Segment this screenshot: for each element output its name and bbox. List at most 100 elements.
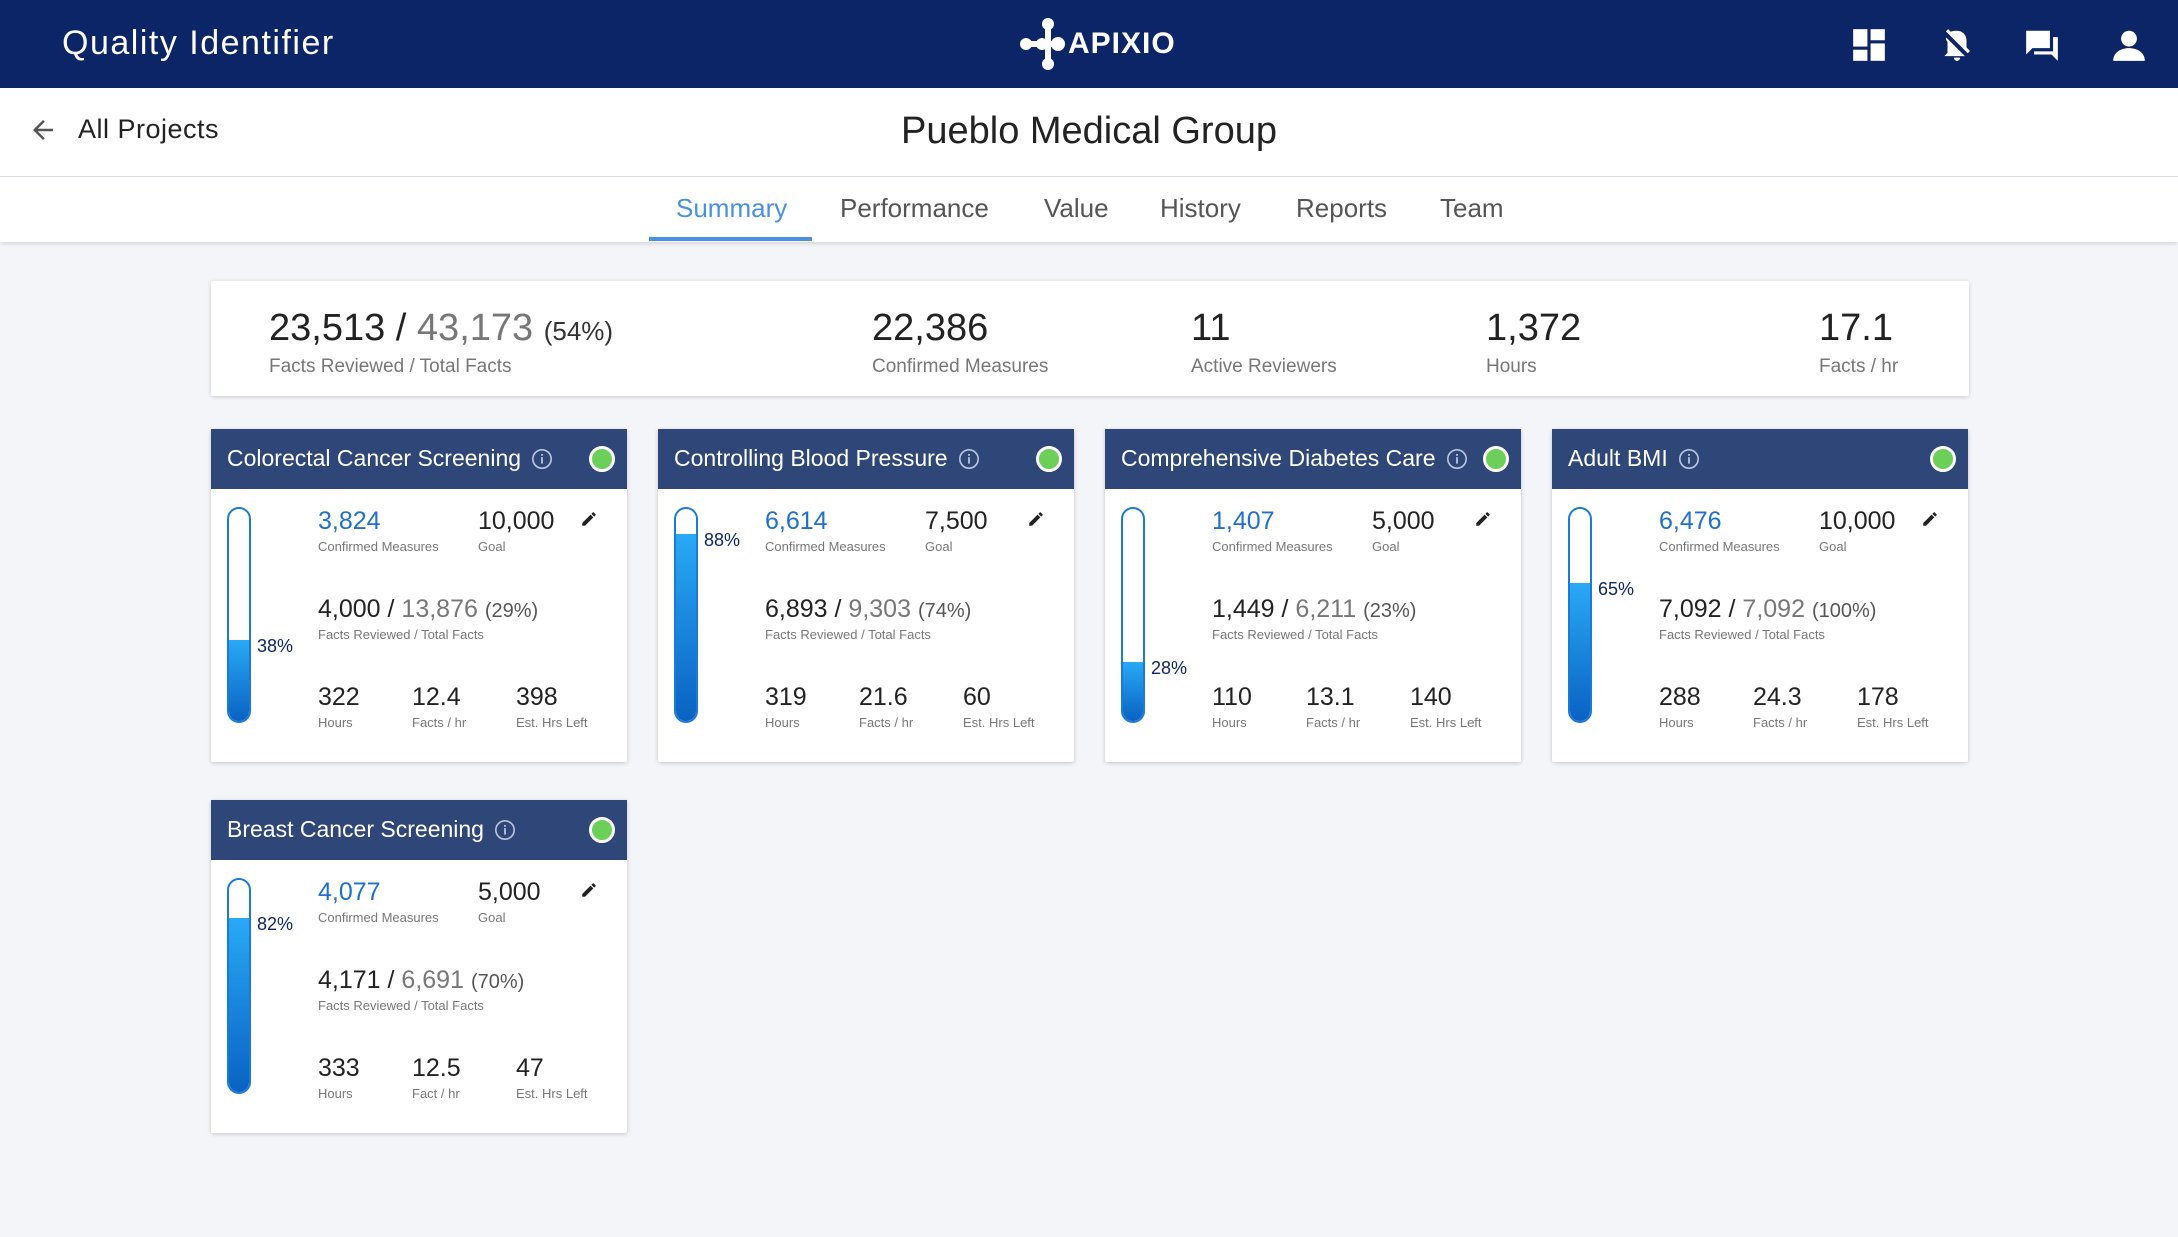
measure-card[interactable]: Colorectal Cancer Screening 38% 3,824 Co…: [211, 429, 627, 762]
summary-card: 23,513 / 43,173 (54%) Facts Reviewed / T…: [211, 281, 1969, 396]
goal-label: Goal: [925, 539, 953, 554]
confirmed-measures-value: 4,077: [318, 878, 381, 906]
est-hrs-left-value: 178: [1857, 683, 1899, 711]
card-header: Adult BMI: [1552, 429, 1968, 489]
tab-reports[interactable]: Reports: [1296, 193, 1388, 223]
facts-per-hr-value: 13.1: [1306, 683, 1355, 711]
tab-value[interactable]: Value: [1044, 193, 1109, 223]
arrow-left-icon: [33, 119, 53, 140]
progress-fill: [1123, 662, 1143, 721]
card-title-row: Colorectal Cancer Screening: [227, 445, 553, 472]
card-total-facts: 7,092: [1742, 595, 1805, 623]
info-icon[interactable]: [1678, 448, 1700, 470]
goal-label: Goal: [1372, 539, 1400, 554]
progress-percent: 28%: [1151, 658, 1188, 678]
info-icon[interactable]: [1446, 448, 1468, 470]
status-dot: [589, 817, 615, 843]
pencil-icon[interactable]: [1027, 510, 1045, 528]
reviewers-stat: 11 Active Reviewers: [1191, 307, 1337, 378]
tab-history[interactable]: History: [1160, 193, 1241, 223]
progress-fill: [1570, 583, 1590, 721]
facts-reviewed-label: Facts Reviewed / Total Facts: [765, 627, 931, 642]
hours-value: 322: [318, 683, 360, 711]
logo-mark-icon: [1020, 18, 1065, 70]
card-title: Adult BMI: [1568, 445, 1668, 471]
hours-stat: 1,372 Hours: [1486, 307, 1581, 378]
card-facts-percent: (74%): [917, 600, 972, 622]
info-icon[interactable]: [531, 448, 553, 470]
hours-label: Hours: [1212, 715, 1247, 730]
card-facts-percent: (29%): [484, 600, 539, 622]
tab-team[interactable]: Team: [1440, 193, 1504, 223]
progress-thermometer: [227, 507, 251, 723]
card-facts-separator: /: [387, 966, 395, 994]
measure-card[interactable]: Adult BMI 65% 6,476 Confirmed Measures 1…: [1552, 429, 1968, 762]
hours-label: Hours: [1659, 715, 1694, 730]
info-icon[interactable]: [494, 819, 516, 841]
hours-label: Hours: [318, 1086, 353, 1101]
card-title: Colorectal Cancer Screening: [227, 445, 522, 471]
status-dot: [1930, 446, 1956, 472]
card-header: Comprehensive Diabetes Care: [1105, 429, 1521, 489]
facts-stat: 23,513 / 43,173 (54%) Facts Reviewed / T…: [269, 307, 613, 378]
rate-stat: 17.1 Facts / hr: [1819, 307, 1898, 378]
card-header: Colorectal Cancer Screening: [211, 429, 627, 489]
pencil-icon[interactable]: [580, 510, 598, 528]
pencil-icon[interactable]: [580, 881, 598, 899]
facts-per-hr-value: 21.6: [859, 683, 908, 711]
confirmed-value: 22,386: [872, 307, 989, 349]
all-projects-link[interactable]: All Projects: [28, 114, 219, 145]
tab-summary[interactable]: Summary: [676, 193, 788, 223]
est-hrs-left-label: Est. Hrs Left: [1857, 715, 1929, 730]
progress-percent: 38%: [257, 636, 294, 656]
est-hrs-left-label: Est. Hrs Left: [1410, 715, 1482, 730]
chat-icon[interactable]: [2023, 26, 2061, 64]
confirmed-measures-label: Confirmed Measures: [318, 539, 439, 554]
facts-per-hr-label: Facts / hr: [412, 715, 467, 730]
bell-icon[interactable]: [1938, 26, 1976, 64]
card-header: Breast Cancer Screening: [211, 800, 627, 860]
dashboard-icon[interactable]: [1850, 26, 1888, 64]
hours-label: Hours: [1486, 356, 1537, 377]
measure-card[interactable]: Comprehensive Diabetes Care 28% 1,407 Co…: [1105, 429, 1521, 762]
confirmed-measures-label: Confirmed Measures: [765, 539, 886, 554]
info-icon[interactable]: [958, 448, 980, 470]
est-hrs-left-label: Est. Hrs Left: [516, 1086, 588, 1101]
user-icon[interactable]: [2110, 26, 2148, 64]
card-facts-reviewed: 1,449: [1212, 595, 1275, 623]
pencil-icon[interactable]: [1921, 510, 1939, 528]
confirmed-label: Confirmed Measures: [872, 356, 1049, 377]
progress-fill: [229, 918, 249, 1092]
facts-separator: /: [395, 307, 407, 349]
progress-percent: 65%: [1598, 579, 1635, 599]
card-facts-reviewed: 6,893: [765, 595, 828, 623]
confirmed-measures-label: Confirmed Measures: [318, 910, 439, 925]
measure-card[interactable]: Controlling Blood Pressure 88% 6,614 Con…: [658, 429, 1074, 762]
card-facts-reviewed: 4,171: [318, 966, 381, 994]
top-bar: Quality Identifier APIXIO: [0, 0, 2178, 88]
pencil-icon[interactable]: [1474, 510, 1492, 528]
confirmed-stat: 22,386 Confirmed Measures: [872, 307, 1048, 378]
goal-label: Goal: [478, 910, 506, 925]
est-hrs-left-value: 47: [516, 1054, 544, 1082]
facts-reviewed-label: Facts Reviewed / Total Facts: [318, 998, 484, 1013]
tab-bar: Summary Performance Value History Report…: [0, 177, 2178, 242]
progress-percent: 82%: [257, 914, 294, 934]
page-title: Pueblo Medical Group: [901, 110, 1277, 152]
confirmed-measures-value: 3,824: [318, 507, 381, 535]
card-header: Controlling Blood Pressure: [658, 429, 1074, 489]
reviewers-label: Active Reviewers: [1191, 356, 1337, 377]
goal-label: Goal: [478, 539, 506, 554]
est-hrs-left-label: Est. Hrs Left: [963, 715, 1035, 730]
hours-value: 319: [765, 683, 807, 711]
progress-percent: 88%: [704, 530, 741, 550]
tab-performance[interactable]: Performance: [840, 193, 989, 223]
est-hrs-left-label: Est. Hrs Left: [516, 715, 588, 730]
facts-value: 23,513 / 43,173 (54%): [269, 307, 613, 350]
facts-reviewed: 23,513: [269, 307, 386, 349]
progress-thermometer: [674, 507, 698, 723]
card-total-facts: 9,303: [848, 595, 911, 623]
measure-card[interactable]: Breast Cancer Screening 82% 4,077 Confir…: [211, 800, 627, 1133]
card-facts-reviewed: 7,092: [1659, 595, 1722, 623]
confirmed-measures-value: 1,407: [1212, 507, 1275, 535]
